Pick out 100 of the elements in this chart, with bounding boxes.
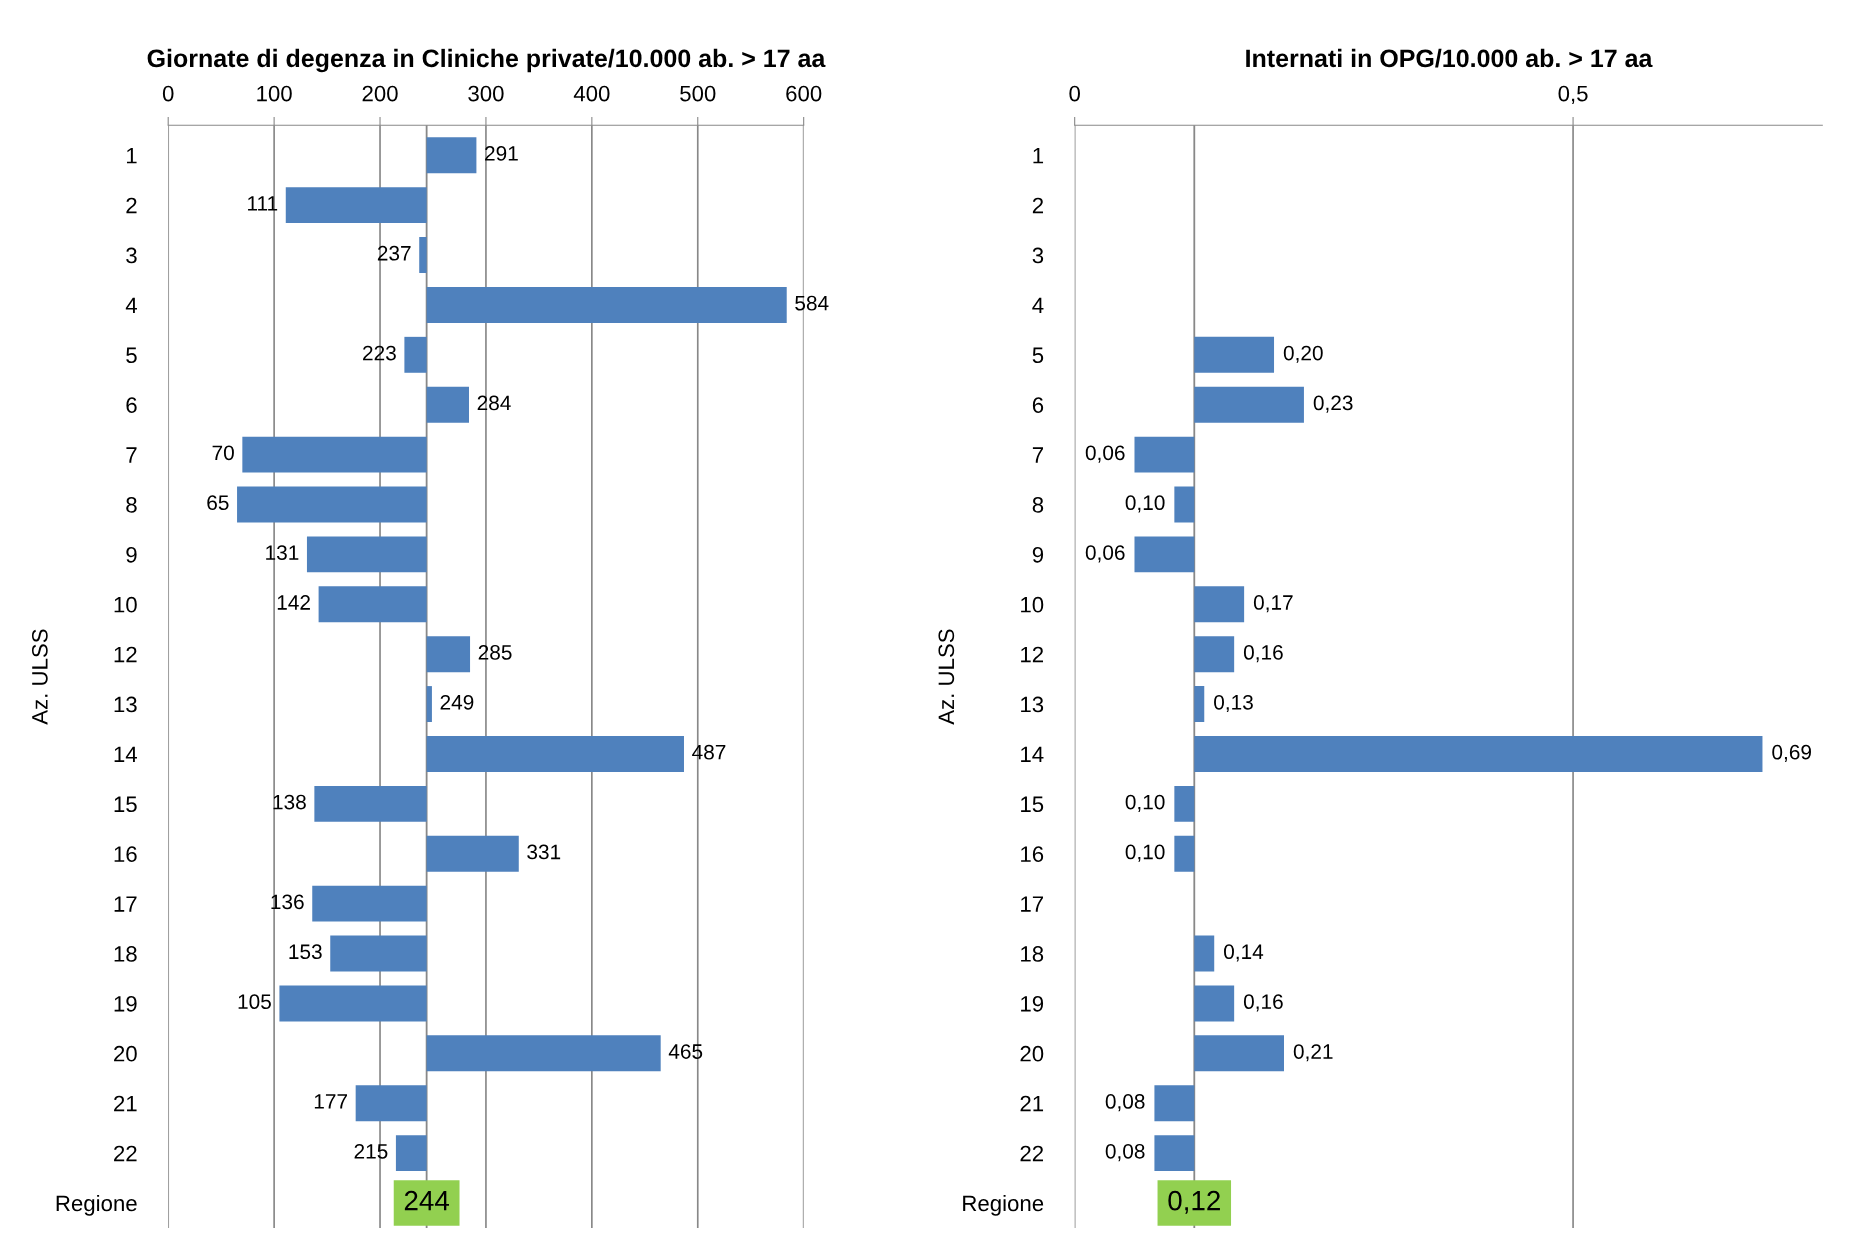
- bar: [306, 536, 427, 573]
- y-axis-title: Az. ULSS: [938, 629, 955, 725]
- y-tick-label: 13: [1021, 696, 1044, 713]
- x-tick-label: 300: [468, 85, 504, 102]
- bar: [1154, 1135, 1195, 1172]
- data-label: 0,21: [1293, 1044, 1333, 1062]
- y-tick-label: 5: [126, 347, 137, 364]
- y-tick-label: 10: [114, 596, 137, 613]
- y-tick-label: 12: [114, 646, 137, 663]
- y-tick-label: Regione: [963, 1194, 1044, 1216]
- y-tick-label: 8: [126, 497, 137, 513]
- y-tick-label: 2: [1032, 197, 1043, 214]
- data-label: 142: [277, 595, 310, 610]
- x-tick-label: 400: [573, 85, 610, 102]
- bar: [312, 885, 427, 922]
- data-label: 0,10: [1125, 794, 1165, 812]
- bar: [426, 686, 432, 723]
- y-tick-label: 3: [1032, 247, 1044, 264]
- y-tick-label: 3: [126, 247, 137, 264]
- bar: [1154, 1085, 1195, 1122]
- data-label: 284: [477, 395, 511, 411]
- y-tick-label: 20: [1020, 1045, 1044, 1062]
- chart-title: Internati in OPG/10.000 ab. > 17 aa: [1246, 48, 1653, 68]
- data-label: 0,06: [1085, 545, 1125, 563]
- data-label: 131: [266, 545, 299, 560]
- annotation: 0,12: [1168, 1190, 1220, 1214]
- data-label: 0,08: [1105, 1094, 1145, 1112]
- y-tick-label: 14: [1021, 746, 1044, 763]
- data-label: 105: [238, 994, 271, 1010]
- y-tick-label: 2: [126, 197, 137, 214]
- data-label: 136: [271, 894, 304, 910]
- bar: [285, 187, 427, 224]
- bar: [314, 785, 427, 822]
- data-label: 0,69: [1772, 744, 1811, 763]
- data-label: 0,14: [1224, 944, 1264, 962]
- bar: [1174, 486, 1195, 523]
- chart-title: Giornate di degenza in Cliniche private/10.000 ab. > 17 aa: [147, 48, 826, 73]
- bar: [419, 237, 427, 273]
- y-tick-label: 7: [126, 447, 137, 463]
- y-tick-label: 19: [114, 995, 137, 1012]
- y-tick-label: 15: [114, 796, 137, 813]
- bar: [426, 286, 787, 323]
- y-tick-label: 1: [1033, 148, 1044, 164]
- x-tick-label: 0: [162, 85, 174, 102]
- bar: [1194, 336, 1275, 373]
- bar: [330, 935, 427, 972]
- y-tick-label: 14: [114, 746, 138, 763]
- y-tick-label: 21: [1020, 1095, 1044, 1112]
- data-label: 584: [795, 295, 829, 311]
- data-label: 0,08: [1105, 1143, 1145, 1162]
- bar: [426, 137, 477, 174]
- bar: [426, 835, 519, 872]
- y-tick-label: 8: [1032, 497, 1044, 513]
- data-label: 0,06: [1085, 445, 1125, 463]
- data-label: 0,17: [1253, 595, 1293, 613]
- data-label: 249: [440, 694, 474, 710]
- y-tick-label: 9: [126, 546, 137, 563]
- data-label: 331: [527, 844, 561, 860]
- data-label: 0,10: [1125, 495, 1165, 513]
- y-tick-label: 18: [1021, 946, 1044, 962]
- bar: [1194, 586, 1245, 623]
- bar: [404, 336, 427, 373]
- y-tick-label: 20: [114, 1045, 137, 1062]
- bar: [1194, 636, 1235, 673]
- y-tick-label: 1: [126, 148, 137, 164]
- data-label: 285: [478, 645, 512, 660]
- bar: [237, 486, 427, 523]
- y-tick-label: 21: [114, 1095, 137, 1112]
- y-tick-label: 4: [125, 297, 138, 313]
- bar: [1174, 835, 1195, 872]
- x-tick-label: 0,5: [1558, 85, 1588, 105]
- y-tick-label: 17: [1021, 896, 1044, 912]
- data-label: 0,10: [1125, 844, 1165, 862]
- y-tick-label: 22: [1020, 1145, 1044, 1162]
- bar: [1194, 686, 1205, 723]
- data-label: 0,16: [1243, 994, 1283, 1012]
- y-tick-label: 19: [1021, 995, 1044, 1012]
- bar: [355, 1085, 427, 1122]
- data-label: 0,20: [1283, 345, 1323, 363]
- y-tick-label: 22: [114, 1145, 137, 1162]
- bar: [426, 735, 684, 772]
- y-tick-label: 9: [1032, 546, 1044, 563]
- bar: [318, 586, 427, 623]
- y-tick-label: 12: [1021, 646, 1044, 663]
- bar: [426, 386, 469, 423]
- bar: [1174, 785, 1195, 822]
- y-tick-label: Regione: [56, 1194, 137, 1216]
- data-label: 465: [668, 1044, 703, 1059]
- data-label: 111: [248, 196, 278, 211]
- bar: [395, 1135, 427, 1172]
- data-label: 0,13: [1214, 694, 1253, 713]
- data-label: 0,16: [1243, 645, 1283, 663]
- data-label: 0,23: [1313, 395, 1353, 413]
- x-tick-label: 100: [257, 85, 292, 102]
- y-tick-label: 16: [1021, 846, 1044, 863]
- bar: [1194, 935, 1215, 972]
- x-tick-label: 500: [680, 85, 716, 102]
- y-tick-label: 6: [126, 397, 137, 413]
- y-tick-label: 5: [1032, 347, 1044, 364]
- data-label: 153: [289, 944, 322, 960]
